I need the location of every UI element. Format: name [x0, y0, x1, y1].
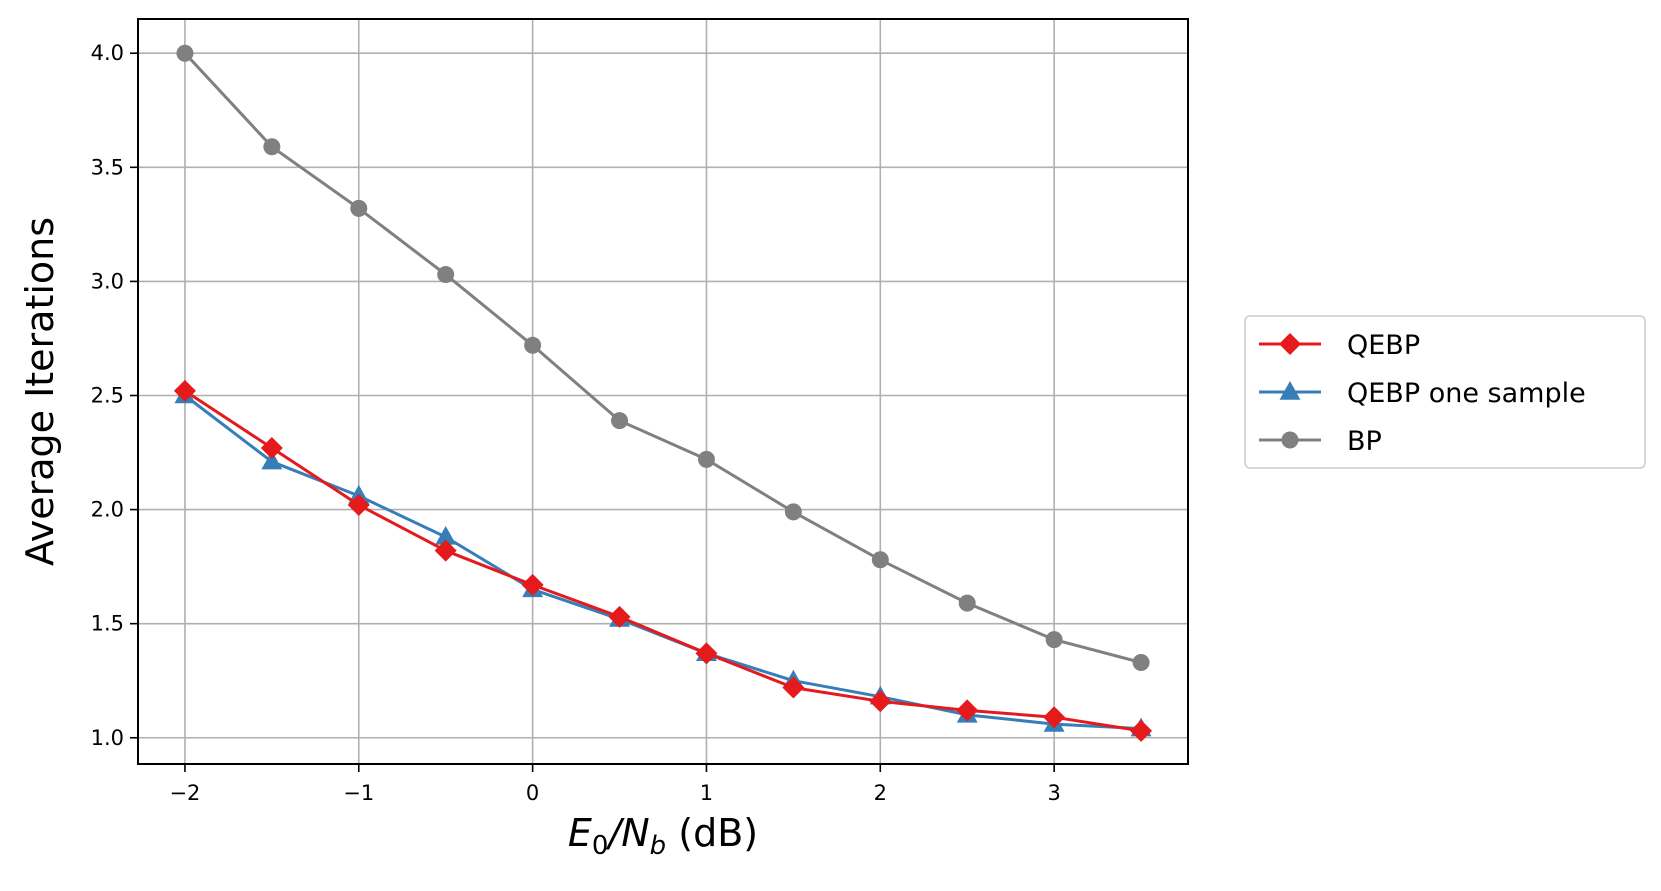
data-point-qebp — [173, 379, 196, 402]
data-point-qebp — [1043, 706, 1066, 729]
y-tick-label: 1.5 — [91, 612, 124, 636]
data-point-qebp — [347, 494, 370, 517]
y-tick-label: 2.0 — [91, 498, 124, 522]
data-point-bp — [611, 412, 629, 430]
y-tick-label: 3.0 — [91, 269, 124, 293]
legend-swatch-marker-qebp — [1279, 333, 1301, 355]
y-tick-label: 1.0 — [91, 726, 124, 750]
x-tick-label: −1 — [343, 781, 374, 805]
plot-frame — [137, 18, 1189, 765]
legend: QEBP QEBP one sample BP — [1244, 315, 1646, 469]
y-tick-label: 3.5 — [91, 155, 124, 179]
legend-box — [1244, 315, 1646, 469]
x-axis-title-sub-2: b — [650, 831, 667, 861]
data-point-qebp — [521, 573, 544, 596]
legend-label-bp: BP — [1347, 426, 1382, 457]
legend-label-qebp-one-sample: QEBP one sample — [1347, 378, 1586, 409]
series-bp — [176, 44, 1150, 671]
data-point-bp — [176, 44, 194, 62]
axis-ticks: −2 −1 0 1 2 3 1.0 1.5 2.0 2.5 3.0 3.5 4.0 — [91, 41, 1061, 805]
data-point-bp — [1045, 631, 1063, 649]
x-tick-label: 2 — [874, 781, 887, 805]
legend-swatch-marker-bp — [1281, 431, 1299, 449]
data-point-bp — [1132, 653, 1150, 671]
data-point-bp — [697, 450, 715, 468]
x-tick-label: 0 — [526, 781, 539, 805]
x-axis-title-slash: /N — [605, 811, 649, 855]
data-point-qebp — [1130, 719, 1153, 742]
legend-swatch-marker-qebp-one-sample — [1279, 381, 1301, 400]
x-tick-label: 3 — [1047, 781, 1060, 805]
x-axis-title: E0/Nb (dB) — [568, 811, 758, 861]
series-qebp-one-sample — [174, 384, 1152, 737]
legend-label-qebp: QEBP — [1347, 330, 1420, 361]
data-point-qebp — [260, 436, 283, 459]
data-point-bp — [524, 336, 542, 354]
x-axis-title-sub-1: 0 — [592, 831, 609, 861]
data-point-bp — [263, 138, 281, 156]
y-tick-label: 4.0 — [91, 41, 124, 65]
x-tick-label: −2 — [169, 781, 200, 805]
series-layer — [173, 44, 1153, 742]
series-qebp — [173, 379, 1153, 742]
data-point-bp — [871, 551, 889, 569]
data-point-bp — [958, 594, 976, 612]
series-line-qebp — [184, 389, 1142, 733]
data-point-qebp-one-sample — [435, 525, 457, 545]
data-point-qebp — [434, 539, 457, 562]
data-point-bp — [784, 503, 802, 521]
data-point-qebp-one-sample — [261, 450, 283, 470]
series-line-qebp-one-sample — [183, 394, 1142, 731]
data-point-qebp — [695, 642, 718, 665]
grid — [138, 19, 1188, 764]
x-axis-title-unit: (dB) — [666, 811, 758, 855]
x-axis-title-symbol: E — [568, 811, 592, 855]
x-tick-label: 1 — [700, 781, 713, 805]
y-axis-title: Average Iterations — [18, 217, 62, 566]
data-point-qebp — [869, 690, 892, 713]
data-point-qebp — [956, 699, 979, 722]
series-line-bp — [183, 52, 1142, 664]
y-tick-label: 2.5 — [91, 383, 124, 407]
data-point-bp — [437, 266, 455, 284]
data-point-qebp — [608, 605, 631, 628]
data-point-bp — [350, 199, 368, 217]
data-point-qebp — [782, 676, 805, 699]
